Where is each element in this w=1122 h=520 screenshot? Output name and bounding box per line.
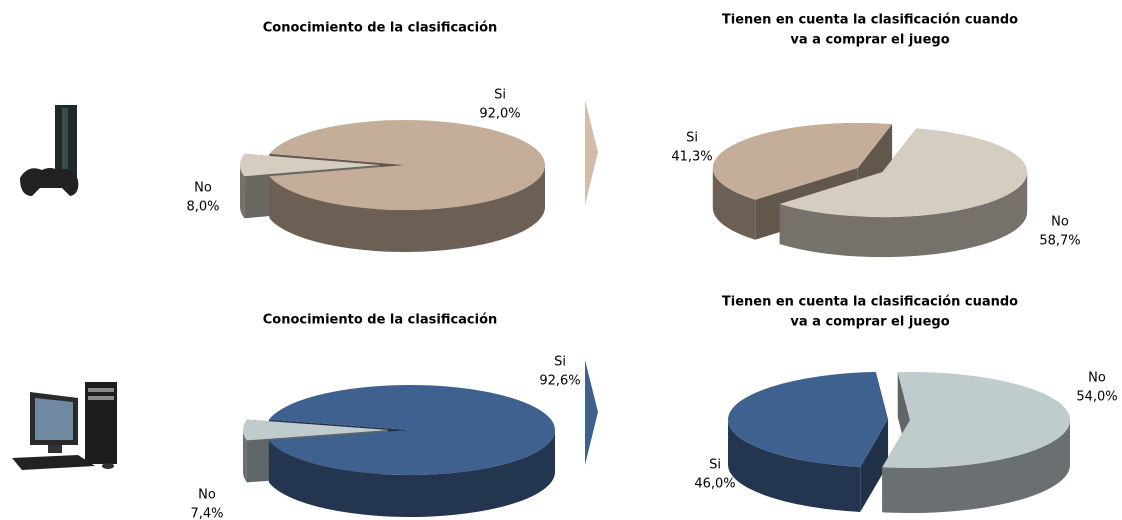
- slice-label: No: [1051, 215, 1069, 230]
- slice-side: [268, 430, 555, 518]
- slice-side: [882, 420, 1070, 513]
- slice-value-label: 92,0%: [479, 107, 520, 122]
- chart-title: va a comprar el juego: [790, 33, 949, 48]
- slice: [268, 385, 556, 476]
- slice-side: [728, 419, 861, 512]
- slice-value-label: 41,3%: [671, 150, 712, 165]
- slice: [242, 419, 388, 441]
- slice: [269, 120, 545, 210]
- slice-label: No: [198, 488, 216, 503]
- slice-label: Si: [686, 131, 698, 146]
- slice-value-label: 54,0%: [1076, 390, 1117, 405]
- slice: [728, 371, 889, 467]
- console-icon: [20, 105, 79, 196]
- slice-side: [243, 430, 247, 483]
- chart-title: Tienen en cuenta la clasificación cuando: [722, 295, 1018, 310]
- computer-icon: [12, 382, 117, 470]
- slice-side: [712, 167, 756, 240]
- slice-value-label: 8,0%: [186, 200, 219, 215]
- slice-value-label: 92,6%: [539, 374, 580, 389]
- slice-label: No: [194, 181, 212, 196]
- slice-value-label: 58,7%: [1039, 234, 1080, 249]
- slice-side: [779, 172, 1028, 258]
- chart-title: va a comprar el juego: [790, 315, 949, 330]
- slice: [240, 153, 380, 177]
- slice-wall: [860, 419, 889, 512]
- arrow: [585, 100, 598, 205]
- slice: [882, 372, 1071, 469]
- chart-title: Tienen en cuenta la clasificación cuando: [722, 13, 1018, 28]
- slice-value-label: 46,0%: [694, 477, 735, 492]
- slice: [712, 122, 893, 200]
- slice-label: No: [1088, 371, 1106, 386]
- arrow: [585, 360, 598, 465]
- slice-label: Si: [494, 88, 506, 103]
- slice-value-label: 7,4%: [190, 507, 223, 520]
- chart-title: Conocimiento de la clasificación: [263, 21, 498, 36]
- slice-side: [269, 165, 545, 252]
- slice-label: Si: [709, 458, 721, 473]
- chart-title: Conocimiento de la clasificación: [263, 313, 498, 328]
- slice-side: [240, 165, 245, 219]
- slice-label: Si: [554, 355, 566, 370]
- slice: [779, 128, 1028, 218]
